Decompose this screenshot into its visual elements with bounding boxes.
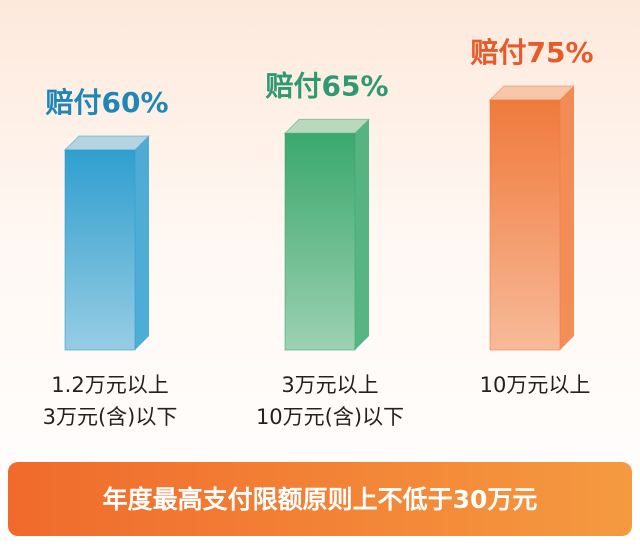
value-label: 赔付75% (470, 36, 593, 69)
bar (284, 132, 356, 351)
category-label: 3万元以上 (281, 373, 378, 397)
bar (64, 149, 136, 351)
bar-side (135, 136, 149, 350)
bar (489, 99, 561, 351)
bar-top (283, 118, 371, 134)
category-label: 3万元(含)以下 (43, 405, 178, 429)
footer-banner (8, 462, 632, 536)
value-label: 赔付60% (45, 86, 168, 119)
bar-side (355, 119, 369, 350)
bar-side (560, 86, 574, 350)
category-label: 1.2万元以上 (51, 373, 168, 397)
footer-text: 年度最高支付限额原则上不低于30万元 (103, 485, 538, 514)
bar-top (63, 135, 151, 151)
bar-top (488, 85, 576, 101)
value-label: 赔付65% (265, 69, 388, 102)
category-label: 10万元以上 (480, 373, 591, 397)
category-label: 10万元(含)以下 (256, 405, 404, 429)
